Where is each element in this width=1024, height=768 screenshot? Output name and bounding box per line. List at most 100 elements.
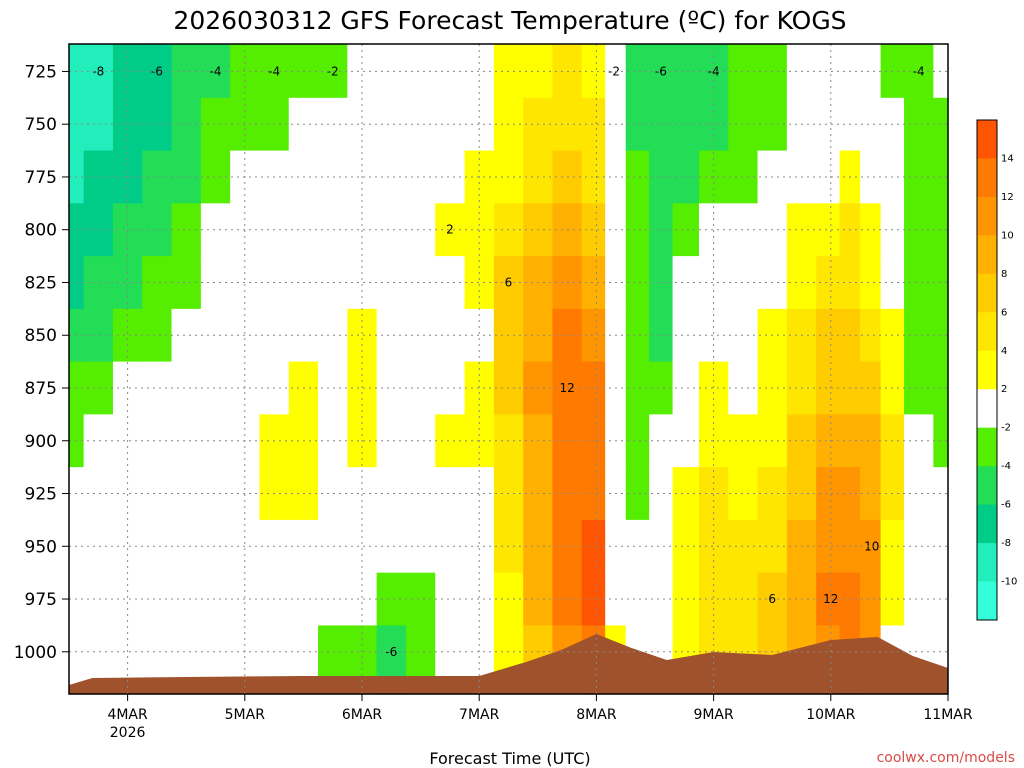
temperature-cell [904, 467, 934, 521]
temperature-cell [672, 308, 700, 363]
colorbar-swatch [977, 158, 997, 198]
colorbar-swatch [977, 389, 997, 429]
temperature-cell [672, 519, 700, 574]
temperature-cell [860, 572, 882, 627]
y-tick-label: 750 [25, 115, 57, 135]
temperature-cell [142, 519, 173, 574]
temperature-cell [405, 519, 436, 574]
y-tick-label: 975 [25, 590, 57, 610]
contour-label: 10 [864, 539, 879, 553]
colorbar-frame [976, 119, 998, 621]
x-tick-label: 9MAR [693, 707, 734, 723]
colorbar-label: 8 [1001, 269, 1007, 280]
temperature-cell [142, 361, 173, 415]
x-tick-label: 4MAR [107, 707, 148, 723]
colorbar-label: 4 [1001, 346, 1007, 357]
contour-label: 12 [823, 592, 838, 606]
temperature-cell [142, 97, 173, 152]
temperature-cell [672, 44, 700, 99]
x-tick-label: 8MAR [576, 707, 617, 723]
colorbar-label: -8 [1001, 538, 1011, 549]
colorbar-label: 12 [1001, 192, 1014, 203]
temperature-cell [672, 572, 700, 627]
x-tick-label: 11MAR [923, 707, 972, 723]
temperature-cell [142, 308, 173, 363]
colorbar-swatch [977, 196, 997, 236]
colorbar-label: -4 [1001, 461, 1011, 472]
y-axis: 725 750 775 800 825 850 875 900 925 950 975 1000 [14, 62, 69, 663]
temperature-cell [860, 203, 882, 257]
temperature-cell [860, 519, 882, 574]
temperature-cell [904, 308, 934, 363]
temperature-cell [672, 256, 700, 310]
temperature-cell [904, 414, 934, 468]
temperature-cell [405, 203, 436, 257]
temperature-cell [405, 97, 436, 152]
temperature-cell [142, 467, 173, 521]
y-tick-label: 825 [25, 273, 57, 293]
x-axis: 4MAR 2026 5MAR 6MAR 7MAR 8MAR 9MAR 10MAR 11MAR [107, 694, 973, 741]
x-tick-label: 7MAR [459, 707, 500, 723]
x-tick-label: 5MAR [225, 707, 266, 723]
y-tick-label: 900 [25, 432, 57, 452]
temperature-cell [860, 256, 882, 310]
temperature-cell [860, 414, 882, 468]
colorbar-label: 10 [1001, 230, 1014, 241]
credit-link[interactable]: coolwx.com/models [877, 750, 1015, 766]
colorbar-swatch [977, 120, 997, 159]
temperature-cell [672, 414, 700, 468]
colorbar-swatch [977, 543, 997, 583]
temperature-cell [405, 361, 436, 415]
contour-label: -2 [608, 64, 620, 78]
colorbar-swatch [977, 350, 997, 390]
temperature-cell [405, 467, 436, 521]
colorbar-swatch [977, 581, 997, 621]
colorbar-swatch [977, 273, 997, 313]
temperature-cell [405, 308, 436, 363]
y-tick-label: 800 [25, 221, 57, 241]
contour-label: -6 [385, 645, 397, 659]
x-tick-label: 6MAR [342, 707, 383, 723]
colorbar-swatch [977, 235, 997, 275]
plot-frame [68, 43, 949, 695]
contour-label: -8 [92, 64, 104, 78]
temperature-cell [904, 203, 934, 257]
contour-label: 2 [446, 223, 454, 237]
temperature-cell [142, 150, 173, 204]
colorbar-label: 6 [1001, 307, 1007, 318]
temperature-cell [860, 150, 882, 204]
y-tick-label: 925 [25, 485, 57, 505]
y-tick-label: 875 [25, 379, 57, 399]
temperature-cell [672, 467, 700, 521]
y-tick-label: 725 [25, 62, 57, 82]
x-axis-label: Forecast Time (UTC) [429, 749, 590, 768]
temperature-cell [405, 414, 436, 468]
x-tick-sublabel: 2026 [110, 725, 146, 741]
colorbar-label: -2 [1001, 423, 1011, 434]
colorbar-swatch [977, 427, 997, 467]
y-tick-label: 950 [25, 537, 57, 557]
x-tick-label: 10MAR [806, 707, 855, 723]
gridlines [69, 44, 948, 694]
temperature-cell [860, 97, 882, 152]
temperature-cell [142, 203, 173, 257]
chart-title: 2026030312 GFS Forecast Temperature (ºC)… [173, 6, 846, 35]
y-tick-label: 775 [25, 168, 57, 188]
temperature-cell [904, 519, 934, 574]
contour-label: -4 [708, 64, 720, 78]
temperature-cell [904, 256, 934, 310]
colorbar-label: -10 [1001, 577, 1017, 588]
contour-label: -6 [655, 64, 667, 78]
temperature-cell [672, 361, 700, 415]
temperature-cell [142, 256, 173, 310]
contour-label: -4 [210, 64, 222, 78]
temperature-cell [672, 150, 700, 204]
colorbar-swatch [977, 466, 997, 506]
colorbar-legend: 14 12 10 8 6 4 2 -2 -4 -6 -8 -10 [976, 119, 1017, 621]
temperature-cell [69, 625, 85, 695]
temperature-cell [672, 97, 700, 152]
colorbar-swatch [977, 504, 997, 544]
temperature-cell [405, 572, 436, 627]
